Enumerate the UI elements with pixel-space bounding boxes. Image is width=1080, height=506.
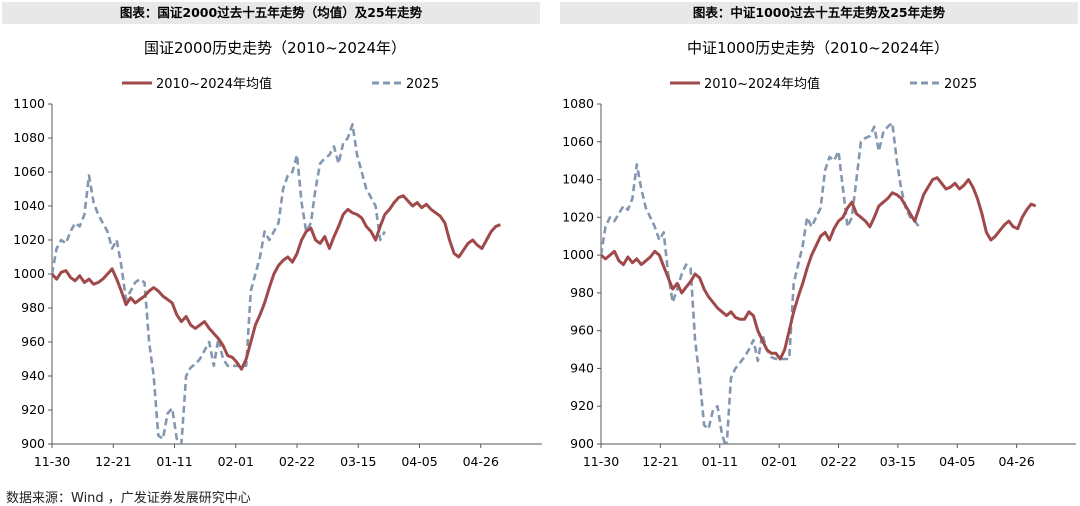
x-tick-label: 04-05 — [401, 454, 437, 469]
y-tick-label: 1020 — [13, 232, 45, 247]
y-tick-label: 1040 — [13, 198, 45, 213]
x-tick-label: 12-21 — [642, 454, 678, 469]
series-line-average — [52, 194, 501, 371]
y-tick-label: 940 — [570, 360, 594, 375]
legend-label-1: 2025 — [944, 77, 977, 92]
y-tick-label: 980 — [570, 285, 594, 300]
chart-right: 中证1000历史走势（2010~2024年） 2010~2024年均值 2025 90… — [562, 39, 1076, 469]
x-tick-label: 02-01 — [761, 454, 797, 469]
source-note: 数据来源：Wind ，广发证券发展研究中心 — [6, 491, 251, 506]
legend-label-1: 2025 — [406, 77, 439, 92]
chart-left: 国证2000历史走势（2010~2024年） 2010~2024年均值 2025 90… — [13, 39, 542, 469]
y-tick-label: 960 — [21, 334, 45, 349]
x-tick-label: 01-11 — [702, 454, 738, 469]
y-tick-label: 960 — [570, 323, 594, 338]
chart-title: 中证1000历史走势（2010~2024年） — [687, 39, 949, 57]
chart-title: 国证2000历史走势（2010~2024年） — [144, 39, 406, 57]
chart-left-banner: 图表：国证2000过去十五年走势（均值）及25年走势 — [2, 2, 540, 24]
x-tick-label: 02-01 — [218, 454, 254, 469]
legend-label-0: 2010~2024年均值 — [156, 76, 272, 92]
y-tick-label: 920 — [570, 398, 594, 413]
x-tick-label: 04-26 — [998, 454, 1034, 469]
y-tick-label: 980 — [21, 300, 45, 315]
x-tick-label: 03-15 — [880, 454, 916, 469]
y-tick-label: 1100 — [13, 96, 45, 111]
series-line-2025 — [601, 121, 921, 444]
x-tick-label: 04-26 — [463, 454, 499, 469]
x-tick-label: 02-22 — [820, 454, 856, 469]
y-tick-label: 1080 — [13, 130, 45, 145]
chart-right-banner: 图表：中证1000过去十五年走势及25年走势 — [560, 2, 1078, 24]
x-tick-label: 03-15 — [340, 454, 376, 469]
x-tick-label: 12-21 — [95, 454, 131, 469]
y-tick-label: 1060 — [562, 134, 594, 149]
series-line-2025 — [52, 123, 386, 444]
y-tick-label: 1060 — [13, 164, 45, 179]
y-tick-label: 1080 — [562, 96, 594, 111]
y-tick-label: 1000 — [562, 247, 594, 262]
legend-label-0: 2010~2024年均值 — [704, 76, 820, 92]
y-tick-label: 1000 — [13, 266, 45, 281]
y-tick-label: 920 — [21, 402, 45, 417]
x-tick-label: 11-30 — [34, 454, 70, 469]
y-tick-label: 1020 — [562, 209, 594, 224]
series-line-average — [601, 176, 1037, 361]
y-tick-label: 940 — [21, 368, 45, 383]
x-tick-label: 01-11 — [156, 454, 192, 469]
x-tick-label: 11-30 — [583, 454, 619, 469]
y-tick-label: 1040 — [562, 172, 594, 187]
x-tick-label: 02-22 — [279, 454, 315, 469]
y-tick-label: 900 — [21, 436, 45, 451]
x-tick-label: 04-05 — [939, 454, 975, 469]
y-tick-label: 900 — [570, 436, 594, 451]
